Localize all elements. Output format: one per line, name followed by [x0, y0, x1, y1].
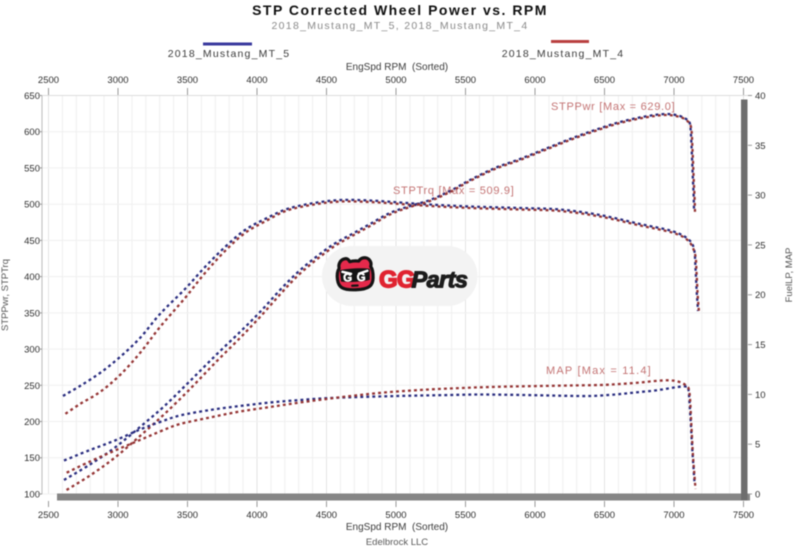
- svg-text:STPPwr, STPTrq: STPPwr, STPTrq: [0, 259, 11, 331]
- svg-text:EngSpd RPM (Sorted): EngSpd RPM (Sorted): [346, 522, 448, 533]
- svg-text:6000: 6000: [524, 75, 545, 86]
- svg-text:4500: 4500: [316, 510, 337, 521]
- svg-text:650: 650: [24, 91, 40, 102]
- svg-text:2500: 2500: [38, 510, 59, 521]
- svg-text:STPPwr [Max = 629.0]: STPPwr [Max = 629.0]: [551, 101, 675, 113]
- svg-text:G: G: [356, 272, 366, 284]
- svg-text:Parts: Parts: [412, 267, 468, 293]
- svg-text:4500: 4500: [316, 75, 337, 86]
- svg-text:500: 500: [24, 200, 40, 211]
- svg-text:6500: 6500: [594, 75, 615, 86]
- svg-text:EngSpd RPM (Sorted): EngSpd RPM (Sorted): [346, 62, 448, 73]
- svg-text:20: 20: [755, 290, 766, 301]
- svg-text:300: 300: [24, 345, 40, 356]
- svg-text:G: G: [343, 272, 353, 284]
- svg-text:7500: 7500: [733, 510, 754, 521]
- svg-text:250: 250: [24, 381, 40, 392]
- svg-text:3500: 3500: [177, 75, 198, 86]
- svg-text:5000: 5000: [385, 510, 406, 521]
- svg-text:25: 25: [755, 240, 766, 251]
- svg-text:10: 10: [755, 390, 766, 401]
- svg-text:30: 30: [755, 191, 766, 202]
- svg-text:GG: GG: [379, 267, 415, 294]
- svg-text:6500: 6500: [594, 510, 615, 521]
- svg-text:5000: 5000: [385, 75, 406, 86]
- svg-text:200: 200: [24, 417, 40, 428]
- svg-text:3000: 3000: [107, 75, 128, 86]
- svg-text:0: 0: [755, 490, 760, 501]
- svg-text:400: 400: [24, 272, 40, 283]
- svg-text:100: 100: [24, 490, 40, 501]
- svg-text:MAP [Max = 11.4]: MAP [Max = 11.4]: [546, 365, 652, 377]
- svg-text:5500: 5500: [455, 510, 476, 521]
- svg-text:600: 600: [24, 127, 40, 138]
- svg-text:5500: 5500: [455, 75, 476, 86]
- svg-text:FuelLP, MAP: FuelLP, MAP: [784, 248, 795, 303]
- svg-text:7000: 7000: [663, 510, 684, 521]
- svg-text:2018_Mustang_MT_5: 2018_Mustang_MT_5: [168, 48, 291, 60]
- svg-text:4000: 4000: [246, 510, 267, 521]
- svg-text:STPTrq [Max = 509.9]: STPTrq [Max = 509.9]: [393, 185, 515, 197]
- svg-text:350: 350: [24, 308, 40, 319]
- svg-text:15: 15: [755, 340, 766, 351]
- svg-text:2018_Mustang_MT_5, 2018_Mustan: 2018_Mustang_MT_5, 2018_Mustang_MT_4: [272, 20, 529, 32]
- svg-text:Edelbrock LLC: Edelbrock LLC: [366, 537, 428, 548]
- svg-text:2018_Mustang_MT_4: 2018_Mustang_MT_4: [502, 48, 625, 60]
- svg-text:6000: 6000: [524, 510, 545, 521]
- svg-text:35: 35: [755, 141, 766, 152]
- svg-text:2500: 2500: [38, 75, 59, 86]
- svg-text:40: 40: [755, 91, 766, 102]
- svg-text:STP Corrected Wheel Power vs.: STP Corrected Wheel Power vs. RPM: [252, 2, 548, 18]
- svg-text:450: 450: [24, 236, 40, 247]
- svg-text:5: 5: [755, 440, 760, 451]
- svg-text:7500: 7500: [733, 75, 754, 86]
- svg-text:3000: 3000: [107, 510, 128, 521]
- svg-text:550: 550: [24, 163, 40, 174]
- svg-text:150: 150: [24, 453, 40, 464]
- svg-text:3500: 3500: [177, 510, 198, 521]
- svg-text:7000: 7000: [663, 75, 684, 86]
- svg-text:4000: 4000: [246, 75, 267, 86]
